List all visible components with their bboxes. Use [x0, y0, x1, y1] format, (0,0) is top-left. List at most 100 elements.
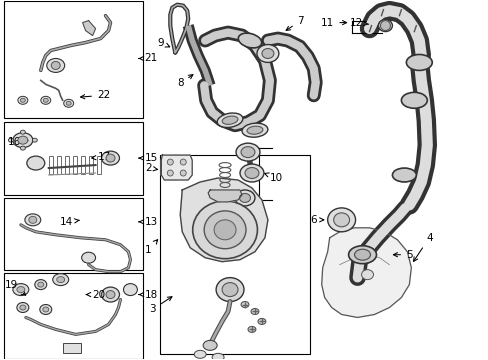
- Ellipse shape: [216, 278, 244, 302]
- Ellipse shape: [102, 151, 119, 165]
- Bar: [4, 198, 143, 270]
- Ellipse shape: [51, 62, 60, 69]
- Ellipse shape: [123, 284, 137, 296]
- Ellipse shape: [20, 98, 25, 102]
- Text: 13: 13: [139, 217, 158, 227]
- Bar: [88, 156, 92, 174]
- Text: 14: 14: [60, 217, 79, 227]
- Text: 11: 11: [321, 18, 346, 28]
- Bar: [57, 156, 61, 174]
- Ellipse shape: [41, 96, 51, 104]
- Text: 3: 3: [149, 297, 172, 315]
- Ellipse shape: [47, 58, 64, 72]
- Ellipse shape: [256, 45, 278, 62]
- Ellipse shape: [29, 216, 37, 223]
- Ellipse shape: [43, 98, 48, 102]
- Ellipse shape: [20, 305, 26, 310]
- Ellipse shape: [217, 113, 243, 127]
- Bar: [81, 156, 84, 174]
- Ellipse shape: [63, 99, 74, 107]
- Text: 20: 20: [86, 289, 105, 300]
- Ellipse shape: [241, 147, 254, 158]
- Ellipse shape: [244, 167, 259, 179]
- Ellipse shape: [262, 49, 273, 58]
- Ellipse shape: [57, 276, 64, 283]
- Text: 7: 7: [285, 15, 304, 30]
- Ellipse shape: [203, 211, 245, 249]
- Bar: [4, 1, 143, 118]
- Ellipse shape: [20, 146, 25, 150]
- Text: 17: 17: [92, 152, 111, 162]
- Ellipse shape: [18, 96, 28, 104]
- Text: 18: 18: [139, 289, 158, 300]
- Text: 12: 12: [349, 18, 368, 28]
- Bar: [73, 156, 77, 174]
- Text: 2: 2: [145, 163, 157, 173]
- Ellipse shape: [247, 327, 255, 332]
- Text: 19: 19: [5, 280, 26, 295]
- Ellipse shape: [53, 274, 68, 285]
- Circle shape: [180, 170, 186, 176]
- Circle shape: [167, 159, 173, 165]
- Text: 5: 5: [392, 250, 412, 260]
- Ellipse shape: [13, 133, 33, 148]
- Ellipse shape: [250, 309, 259, 315]
- Ellipse shape: [238, 33, 261, 48]
- Ellipse shape: [361, 270, 373, 280]
- Text: 1: 1: [145, 240, 157, 255]
- Ellipse shape: [17, 287, 25, 293]
- Ellipse shape: [27, 156, 45, 170]
- Text: 15: 15: [139, 153, 158, 163]
- Ellipse shape: [392, 168, 415, 182]
- Ellipse shape: [246, 126, 263, 134]
- Ellipse shape: [203, 340, 217, 350]
- Ellipse shape: [240, 164, 264, 182]
- Bar: [64, 156, 68, 174]
- Bar: [160, 155, 309, 354]
- Bar: [4, 273, 143, 359]
- Polygon shape: [161, 155, 192, 180]
- Ellipse shape: [40, 305, 52, 315]
- Ellipse shape: [194, 350, 206, 358]
- Text: 16: 16: [8, 137, 28, 147]
- Ellipse shape: [66, 101, 71, 105]
- Ellipse shape: [242, 123, 267, 137]
- Ellipse shape: [38, 282, 44, 287]
- Bar: [96, 156, 101, 174]
- Text: 6: 6: [310, 215, 323, 225]
- Text: 21: 21: [139, 54, 158, 63]
- Ellipse shape: [241, 302, 248, 307]
- Ellipse shape: [192, 201, 257, 259]
- Ellipse shape: [8, 138, 13, 142]
- Ellipse shape: [20, 130, 25, 134]
- Bar: [62, 343, 81, 353]
- Text: 9: 9: [157, 37, 169, 48]
- Bar: [49, 156, 53, 174]
- Ellipse shape: [333, 213, 349, 227]
- Text: 4: 4: [413, 233, 432, 261]
- Ellipse shape: [222, 283, 238, 297]
- Ellipse shape: [258, 319, 265, 324]
- Ellipse shape: [239, 193, 250, 202]
- Bar: [4, 122, 143, 195]
- Polygon shape: [180, 178, 267, 262]
- Ellipse shape: [106, 154, 115, 162]
- Ellipse shape: [235, 190, 254, 206]
- Ellipse shape: [401, 92, 427, 108]
- Ellipse shape: [354, 249, 370, 260]
- Ellipse shape: [348, 246, 376, 264]
- Polygon shape: [82, 21, 95, 36]
- Circle shape: [167, 170, 173, 176]
- Ellipse shape: [17, 302, 29, 312]
- Ellipse shape: [25, 214, 41, 226]
- Text: 22: 22: [81, 90, 110, 100]
- Circle shape: [380, 21, 389, 31]
- Ellipse shape: [214, 220, 236, 240]
- Ellipse shape: [378, 20, 392, 32]
- Ellipse shape: [13, 284, 29, 296]
- Ellipse shape: [236, 143, 260, 161]
- Ellipse shape: [81, 252, 95, 263]
- Ellipse shape: [35, 280, 47, 289]
- Ellipse shape: [102, 287, 119, 302]
- Ellipse shape: [406, 54, 431, 71]
